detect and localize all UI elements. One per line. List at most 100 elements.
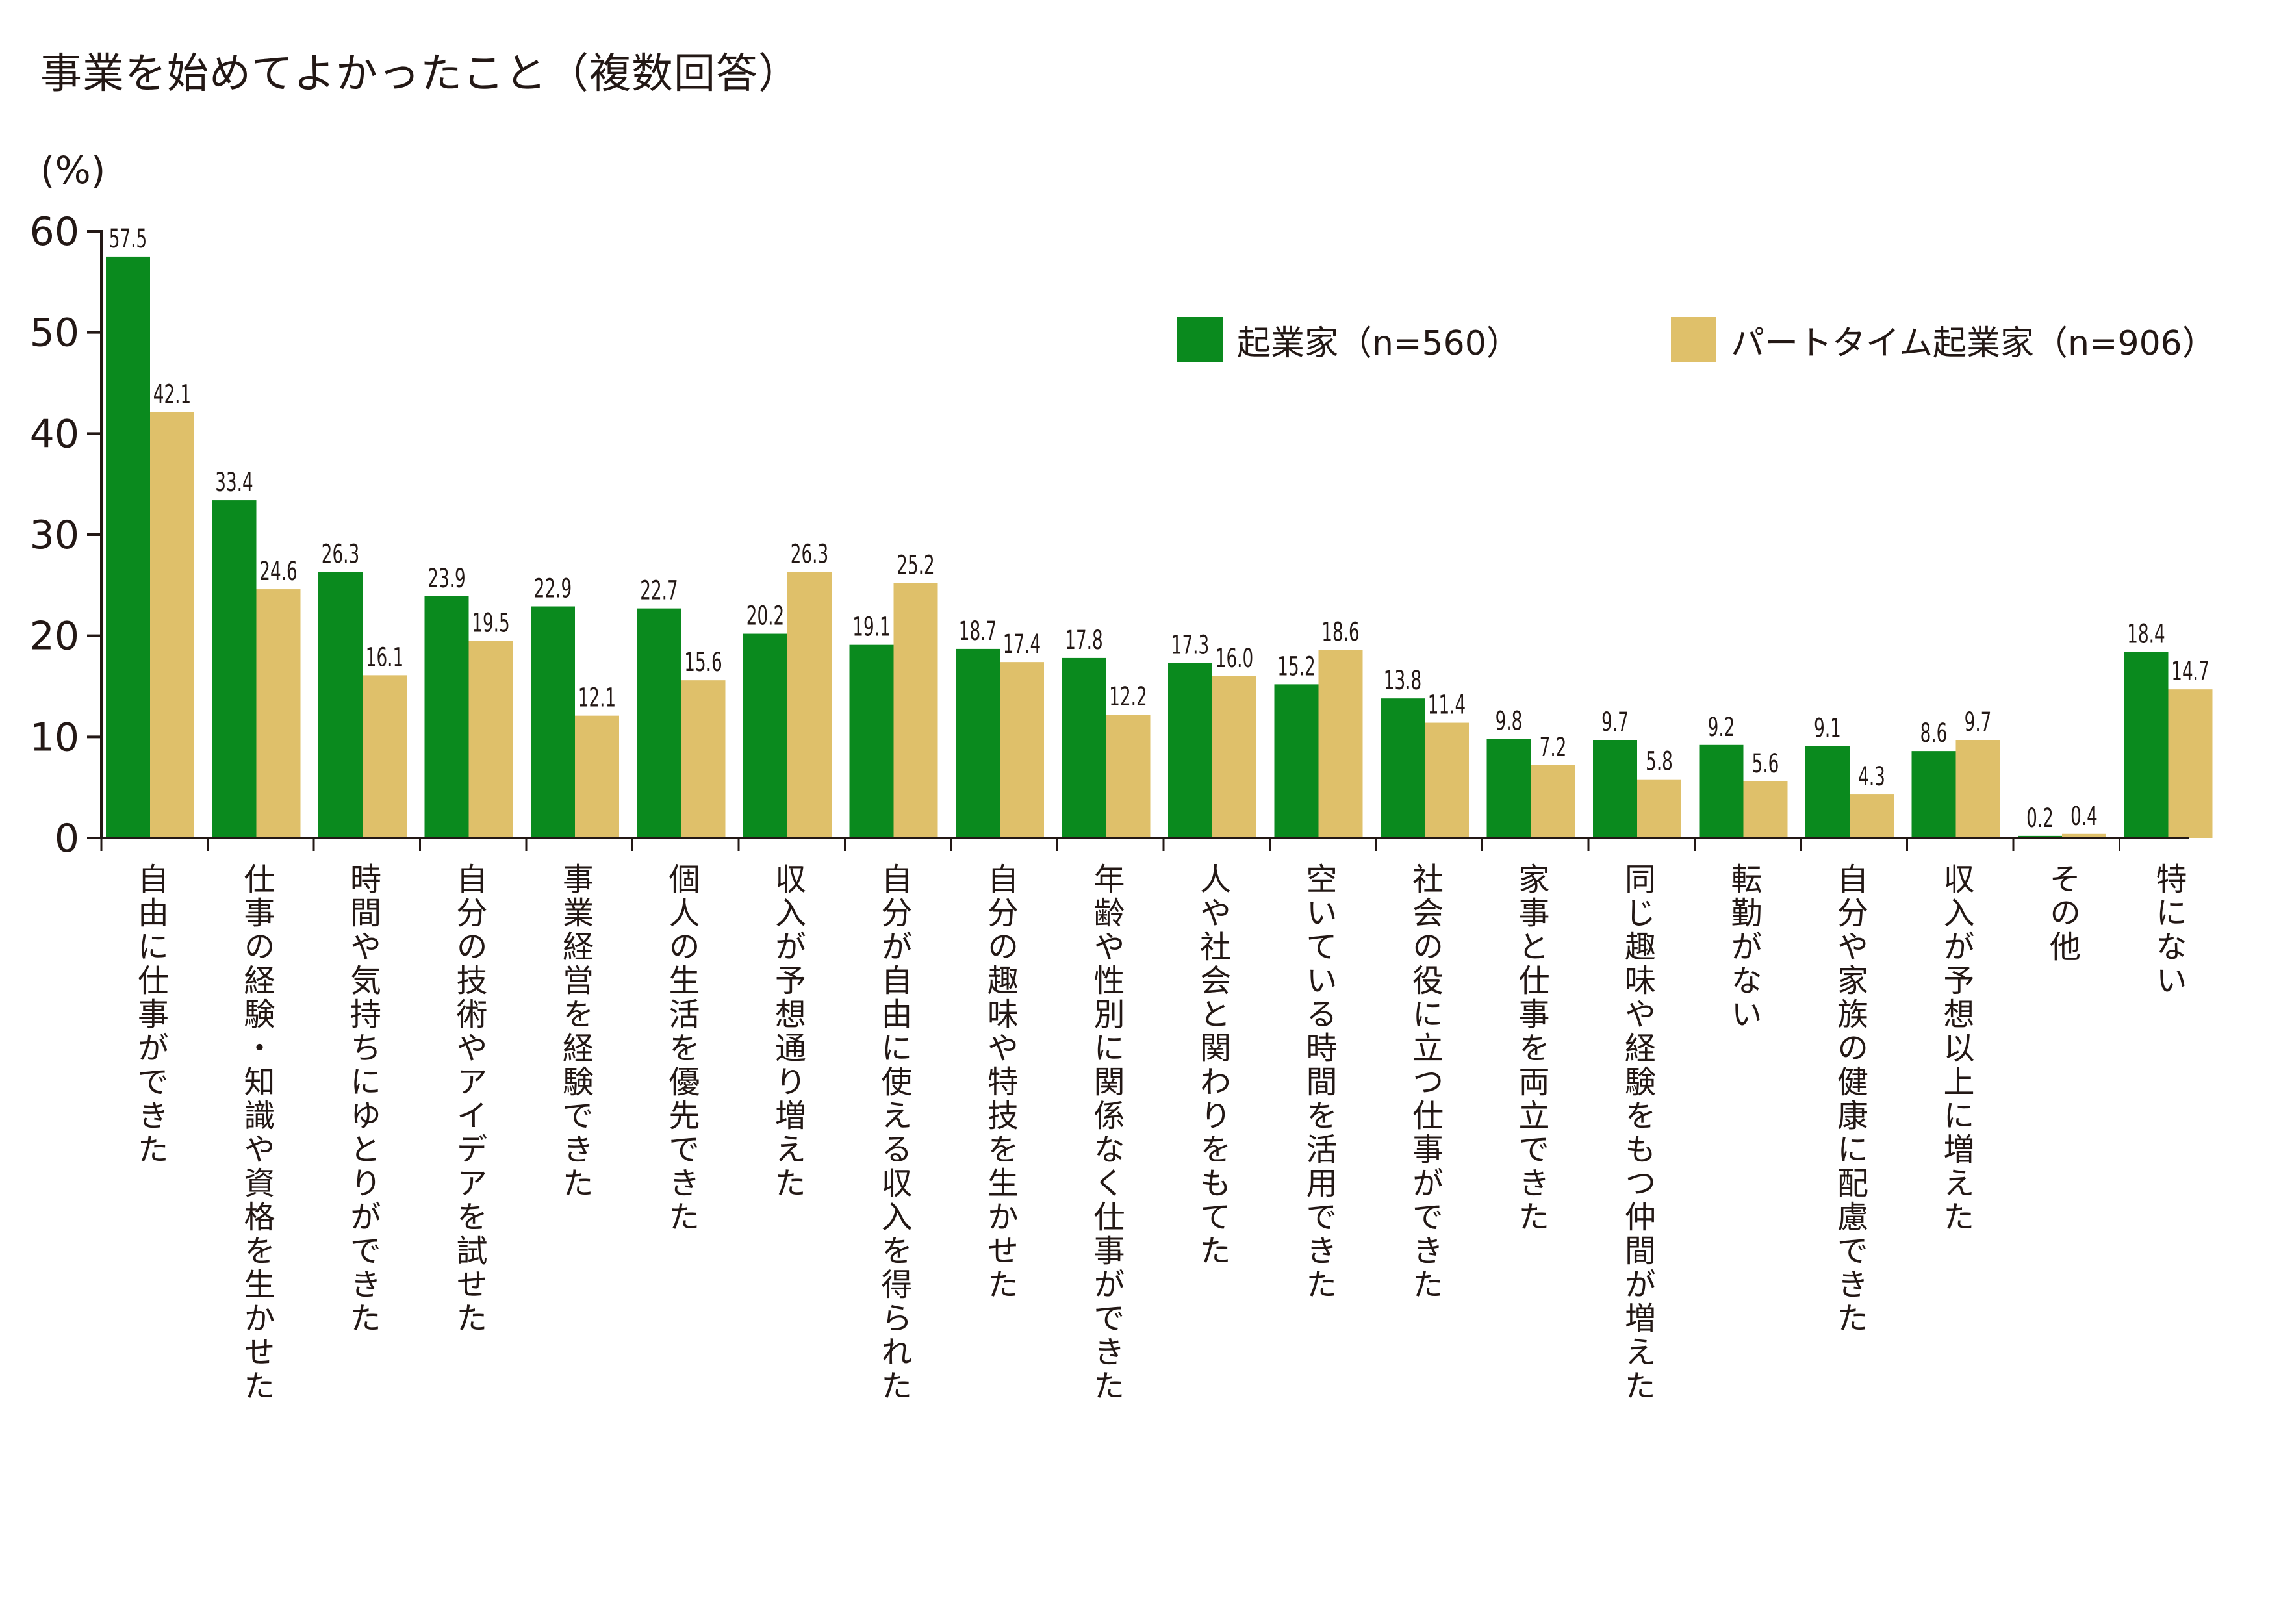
bar-s1-1 [106,256,150,839]
value-label-s1-13: 13.8 [1384,666,1421,696]
value-label-s2-12: 18.6 [1321,617,1359,647]
value-labels-layer: 57.5 42.1 33.4 24.6 26.3 16.1 23.919.5 22.9 12.1… [109,223,2209,833]
value-label-s1-1: 57.5 [109,223,147,253]
y-tick-label-50: 50 [30,311,79,356]
bar-s2-3 [363,675,407,838]
bar-s2-5 [575,715,619,838]
value-label-s1-4: 23.9 [427,563,465,593]
legend-label-series-1: 起業家（n=560） [1237,324,1520,363]
value-label-s1-19: 0.2 [2026,803,2054,833]
category-label-13: 社会の役に立つ仕事ができた [1407,863,1443,1302]
value-label-s2-13: 11.4 [1428,690,1466,720]
bar-s1-12 [1274,684,1319,838]
bar-s2-1 [150,412,194,838]
bar-s1-14 [1486,739,1531,838]
bar-s2-9 [1000,662,1044,838]
bar-s2-12 [1318,650,1363,838]
bar-s1-8 [849,644,894,838]
value-label-s1-14: 9.8 [1496,706,1523,736]
value-label-s1-18: 8.6 [1920,718,1948,748]
value-label-s2-1: 42.1 [153,379,191,409]
y-tick-label-10: 10 [30,715,79,760]
value-label-s2-15: 5.8 [1646,746,1673,776]
legend-label-series-2: パートタイム起業家（n=906） [1731,324,2216,363]
bar-s1-7 [743,633,787,838]
y-tick-label-30: 30 [30,513,79,558]
value-label-s2-9: 17.4 [1003,629,1041,659]
category-label-20: 特にない [2150,863,2187,998]
y-tick-label-60: 60 [30,209,79,255]
category-label-14: 家事と仕事を両立できた [1512,863,1549,1234]
bar-s2-8 [893,583,938,838]
value-label-s1-5: 22.9 [534,574,572,603]
bar-s1-17 [1805,746,1850,838]
category-label-7: 収入が予想通り増えた [769,863,806,1200]
value-label-s2-11: 16.0 [1216,643,1253,673]
category-label-2: 仕事の経験・知識や資格を生かせた [238,863,275,1403]
value-label-s1-10: 17.8 [1065,625,1102,655]
bar-s1-20 [2124,652,2169,838]
bars-layer [106,256,2213,839]
value-label-s2-4: 19.5 [472,608,509,638]
value-label-s1-15: 9.7 [1601,707,1629,737]
bar-s1-15 [1593,740,1637,838]
axes-layer: 0 10 20 30 40 50 60 [30,209,2189,861]
category-label-18: 収入が予想以上に増えた [1937,863,1974,1234]
category-label-17: 自分や家族の健康に配慮できた [1831,863,1868,1336]
value-label-s2-18: 9.7 [1965,707,1992,737]
category-label-6: 個人の生活を優先できた [663,863,700,1234]
value-label-s1-6: 22.7 [640,576,678,605]
bar-s2-7 [787,572,832,838]
bar-s1-13 [1381,698,1425,838]
bar-s1-9 [956,648,1000,838]
y-tick-label-40: 40 [30,411,79,457]
value-label-s1-20: 18.4 [2127,619,2165,649]
value-label-s1-12: 15.2 [1277,652,1315,681]
legend-swatch-series-1 [1177,317,1223,362]
bar-s1-5 [531,606,575,838]
bar-s2-11 [1212,676,1256,838]
value-label-s2-2: 24.6 [259,556,297,586]
category-label-4: 自分の技術やアイデアを試せた [450,863,487,1336]
bar-s1-16 [1699,744,1744,838]
bar-s2-4 [468,641,513,838]
value-label-s1-17: 9.1 [1814,713,1841,743]
value-label-s2-6: 15.6 [684,648,722,678]
bar-s2-17 [1850,794,1894,838]
bar-s1-10 [1062,657,1106,838]
value-label-s2-7: 26.3 [791,539,828,569]
category-label-9: 自分の趣味や特技を生かせた [982,863,1018,1302]
bar-s2-6 [681,680,726,838]
value-label-s2-10: 12.2 [1109,681,1147,711]
value-label-s1-8: 19.1 [852,612,890,642]
value-label-s1-7: 20.2 [746,601,784,631]
y-tick-label-20: 20 [30,614,79,659]
value-label-s1-2: 33.4 [215,467,253,497]
value-label-s1-11: 17.3 [1171,630,1209,660]
bar-s1-6 [637,608,681,838]
bar-s2-20 [2168,689,2213,838]
bar-s2-16 [1743,781,1788,838]
bar-s1-11 [1168,663,1212,838]
value-label-s1-16: 9.2 [1708,712,1735,742]
category-label-19: その他 [2044,863,2080,964]
bar-s2-14 [1531,765,1575,838]
category-label-11: 人や社会と関わりをもてた [1194,863,1230,1268]
legend-item-series-2: パートタイム起業家（n=906） [1671,317,2216,363]
value-label-s2-8: 25.2 [897,550,934,580]
bar-s2-15 [1637,779,1681,838]
bar-s2-13 [1425,722,1469,838]
category-label-12: 空いている時間を活用できた [1300,863,1337,1302]
bar-s1-2 [212,500,257,838]
bar-s2-2 [256,589,301,838]
bar-s1-3 [318,572,363,838]
value-label-s1-3: 26.3 [322,539,359,569]
value-label-s2-17: 4.3 [1858,761,1885,791]
bar-s1-4 [424,596,469,838]
category-label-16: 転勤がない [1725,863,1762,1032]
value-label-s2-16: 5.6 [1752,748,1779,778]
category-label-5: 事業経営を経験できた [557,863,593,1200]
legend-item-series-1: 起業家（n=560） [1177,317,1520,363]
value-label-s2-20: 14.7 [2171,657,2209,687]
